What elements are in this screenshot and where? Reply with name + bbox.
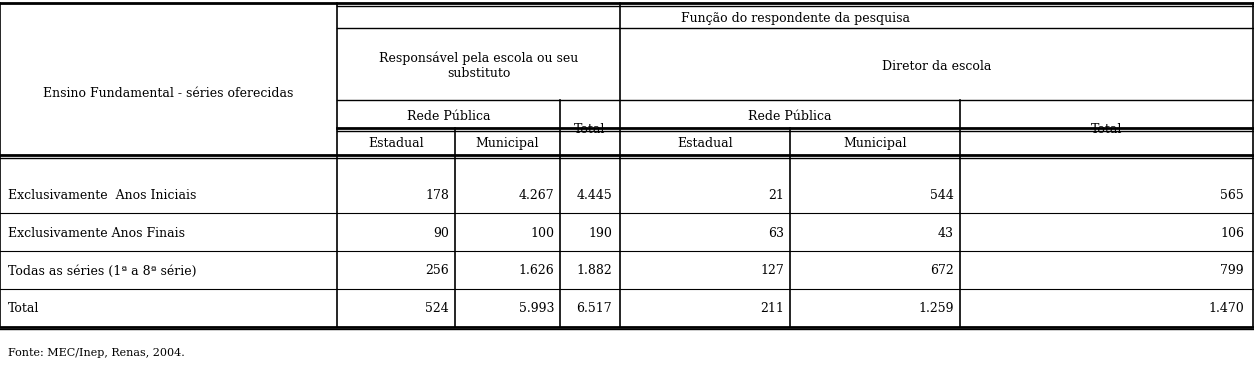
Text: 211: 211 [760, 303, 784, 316]
Text: Municipal: Municipal [475, 137, 539, 150]
Text: Estadual: Estadual [677, 137, 732, 150]
Text: Municipal: Municipal [843, 137, 907, 150]
Text: Exclusivamente  Anos Iniciais: Exclusivamente Anos Iniciais [8, 188, 197, 202]
Text: 544: 544 [930, 188, 954, 202]
Text: 1.882: 1.882 [577, 264, 612, 278]
Text: 43: 43 [938, 227, 954, 239]
Text: Estadual: Estadual [369, 137, 424, 150]
Text: 90: 90 [433, 227, 449, 239]
Text: Total: Total [8, 303, 39, 316]
Text: Exclusivamente Anos Finais: Exclusivamente Anos Finais [8, 227, 186, 239]
Text: 6.517: 6.517 [577, 303, 612, 316]
Text: 4.445: 4.445 [577, 188, 612, 202]
Text: Diretor da escola: Diretor da escola [883, 59, 992, 73]
Text: Responsável pela escola ou seu
substituto: Responsável pela escola ou seu substitut… [379, 52, 578, 80]
Text: Ensino Fundamental - séries oferecidas: Ensino Fundamental - séries oferecidas [44, 87, 293, 100]
Text: 21: 21 [769, 188, 784, 202]
Text: 524: 524 [425, 303, 449, 316]
Text: 1.626: 1.626 [518, 264, 554, 278]
Text: Todas as séries (1ª a 8ª série): Todas as séries (1ª a 8ª série) [8, 264, 197, 278]
Text: Total: Total [574, 123, 606, 136]
Text: 4.267: 4.267 [518, 188, 554, 202]
Text: 565: 565 [1220, 188, 1244, 202]
Text: 106: 106 [1220, 227, 1244, 239]
Text: 256: 256 [425, 264, 449, 278]
Text: 5.993: 5.993 [518, 303, 554, 316]
Text: 63: 63 [767, 227, 784, 239]
Text: Rede Pública: Rede Pública [406, 110, 490, 123]
Text: 1.259: 1.259 [918, 303, 954, 316]
Text: Função do respondente da pesquisa: Função do respondente da pesquisa [681, 12, 910, 25]
Text: 799: 799 [1220, 264, 1244, 278]
Text: 672: 672 [930, 264, 954, 278]
Text: 190: 190 [588, 227, 612, 239]
Text: 127: 127 [760, 264, 784, 278]
Text: Fonte: MEC/Inep, Renas, 2004.: Fonte: MEC/Inep, Renas, 2004. [8, 348, 184, 358]
Text: 100: 100 [530, 227, 554, 239]
Text: 1.470: 1.470 [1209, 303, 1244, 316]
Text: 178: 178 [425, 188, 449, 202]
Text: Total: Total [1091, 123, 1122, 136]
Text: Rede Pública: Rede Pública [749, 110, 831, 123]
